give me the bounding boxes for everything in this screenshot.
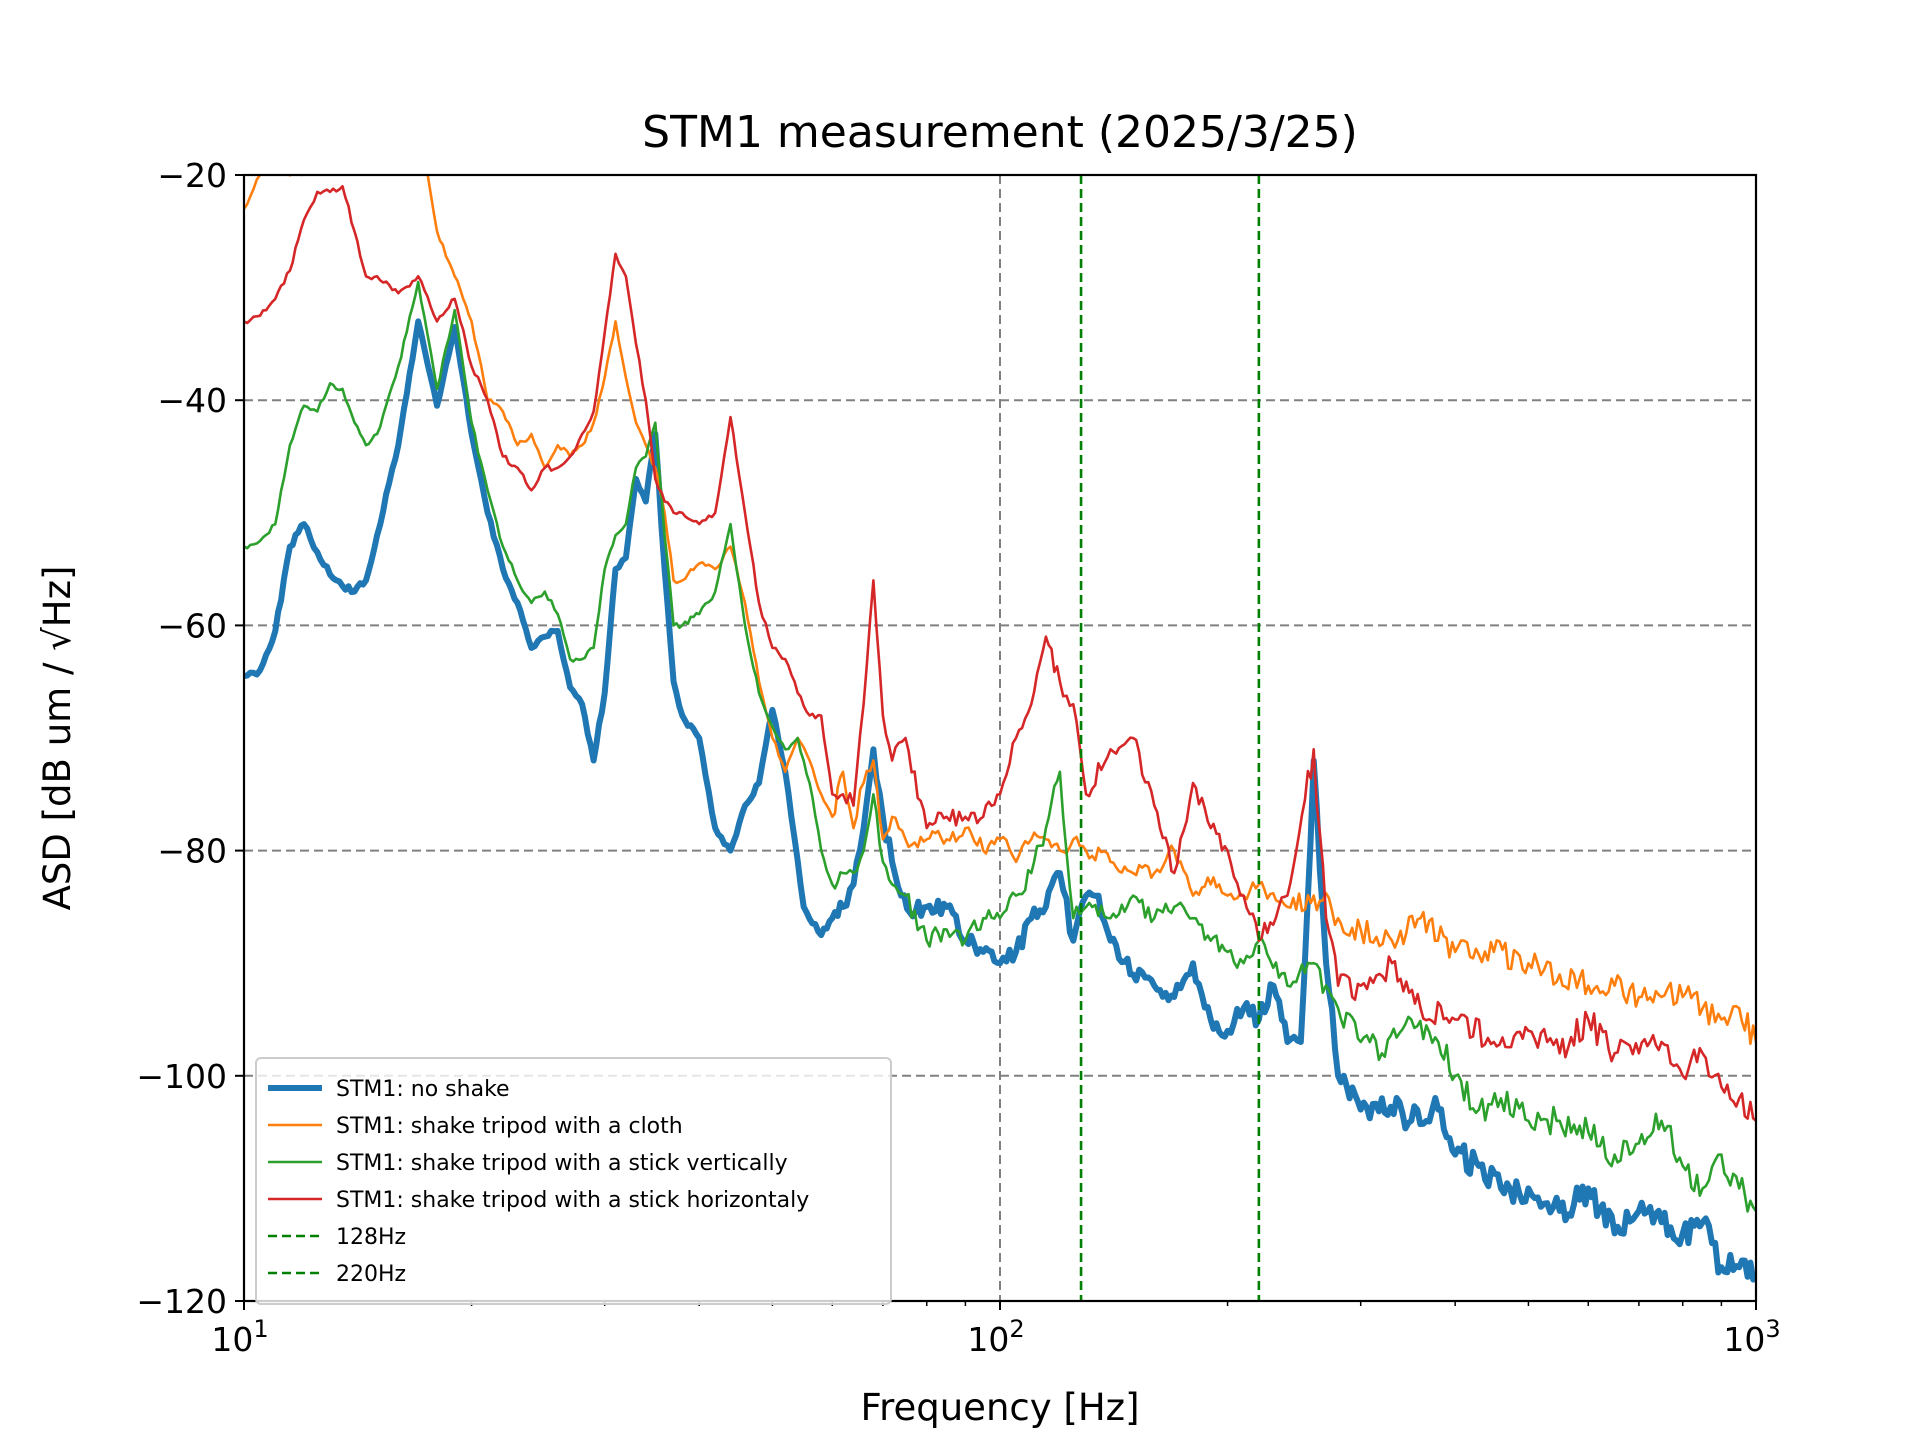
x-axis-title: Frequency [Hz] bbox=[860, 1386, 1139, 1429]
legend-label: STM1: shake tripod with a stick horizont… bbox=[336, 1188, 809, 1213]
x-tick-label: 101 bbox=[211, 1315, 268, 1359]
y-tick-label: −20 bbox=[157, 156, 227, 195]
legend-label: 128Hz bbox=[336, 1225, 406, 1250]
legend-box bbox=[255, 1057, 892, 1305]
series-line-4 bbox=[244, 185, 1756, 1122]
plot-area bbox=[244, 175, 1756, 1301]
legend-label: STM1: no shake bbox=[336, 1077, 510, 1102]
y-tick-label: −100 bbox=[136, 1057, 227, 1096]
series-line-3 bbox=[244, 280, 1756, 1213]
x-tick-label: 102 bbox=[967, 1315, 1024, 1359]
legend: STM1: no shake STM1: shake tripod with a … bbox=[255, 1057, 892, 1305]
legend-label: STM1: shake tripod with a cloth bbox=[336, 1114, 683, 1139]
series-line-1 bbox=[244, 318, 1756, 1283]
y-tick-label: −60 bbox=[157, 606, 227, 645]
y-tick-label: −40 bbox=[157, 381, 227, 420]
series-line-2 bbox=[244, 175, 1756, 1046]
legend-label: STM1: shake tripod with a stick vertical… bbox=[336, 1151, 788, 1176]
y-tick-label: −80 bbox=[157, 832, 227, 871]
chart-title: STM1 measurement (2025/3/25) bbox=[642, 107, 1358, 158]
x-tick-label: 103 bbox=[1723, 1315, 1780, 1359]
legend-label: 220Hz bbox=[336, 1262, 406, 1287]
y-axis-title: ASD [dB um / √Hz] bbox=[36, 566, 79, 911]
y-tick-label: −120 bbox=[136, 1282, 227, 1321]
